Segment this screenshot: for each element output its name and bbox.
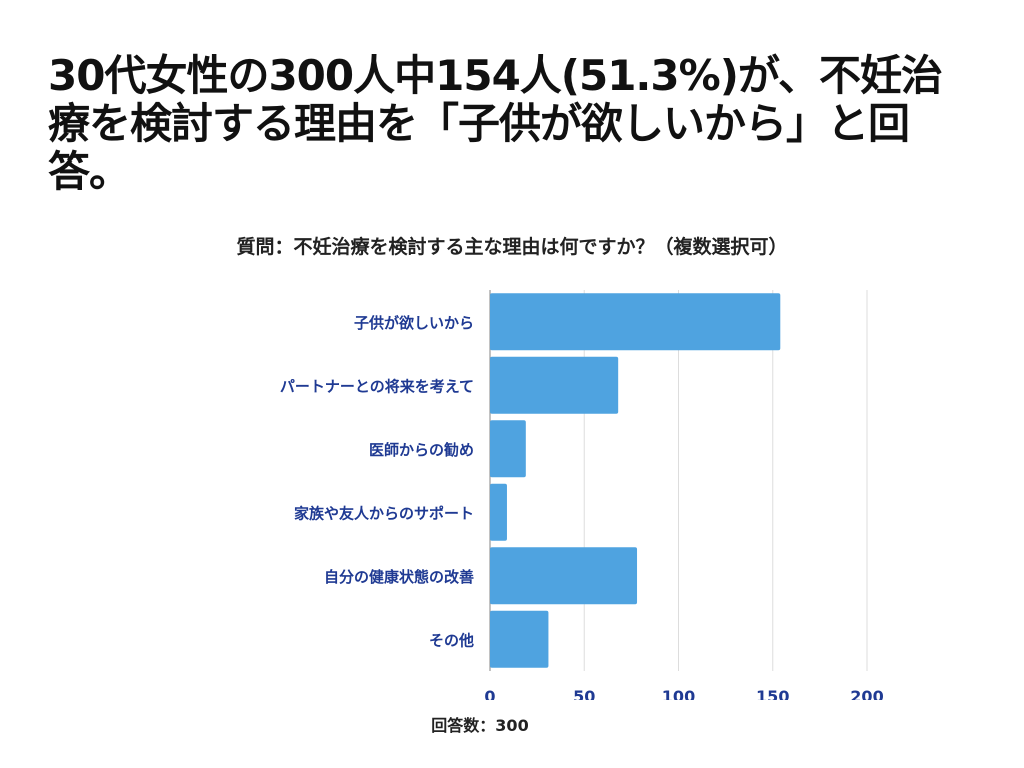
x-tick-label: 0 bbox=[484, 687, 495, 700]
bar-chart: 子供が欲しいからパートナーとの将来を考えて医師からの勧め家族や友人からのサポート… bbox=[280, 290, 884, 700]
x-tick-label: 100 bbox=[662, 687, 695, 700]
headline: 30代女性の300人中154人(51.3%)が、不妊治療を検討する理由を「子供が… bbox=[48, 51, 943, 196]
bar-3 bbox=[490, 420, 526, 478]
bar-5 bbox=[490, 547, 638, 605]
bar-1 bbox=[490, 293, 781, 351]
x-tick-label: 150 bbox=[756, 687, 789, 700]
x-tick-label: 200 bbox=[850, 687, 883, 700]
category-label: 子供が欲しいから bbox=[354, 314, 474, 332]
bar-2 bbox=[490, 356, 619, 414]
category-label: 自分の健康状態の改善 bbox=[324, 568, 474, 586]
category-label: その他 bbox=[429, 631, 474, 649]
bar-4 bbox=[490, 483, 507, 541]
category-label: 医師からの勧め bbox=[369, 441, 474, 459]
response-count: 回答数：300 bbox=[431, 716, 529, 735]
bar-6 bbox=[490, 610, 549, 668]
chart-title: 質問：不妊治療を検討する主な理由は何ですか？（複数選択可） bbox=[236, 236, 788, 258]
category-label: パートナーとの将来を考えて bbox=[280, 377, 474, 395]
x-tick-label: 50 bbox=[573, 687, 595, 700]
category-label: 家族や友人からのサポート bbox=[294, 504, 474, 522]
